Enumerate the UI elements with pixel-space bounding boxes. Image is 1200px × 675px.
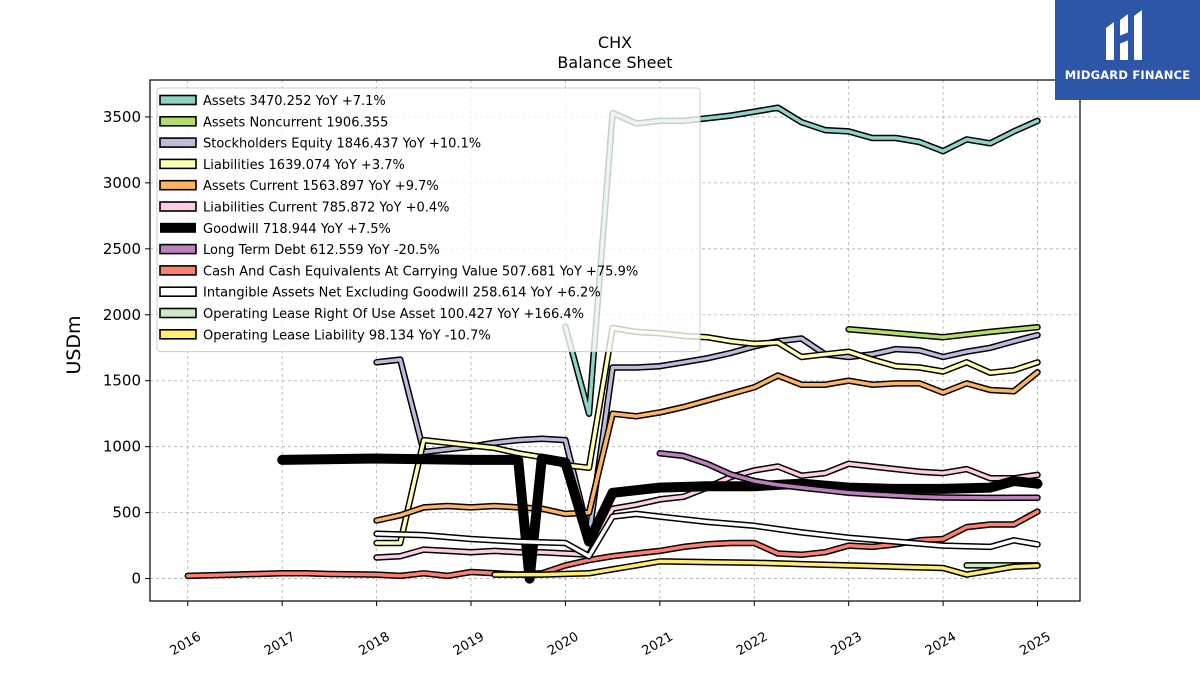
y-axis-label: USDm — [63, 315, 85, 374]
legend-label-liabilities: Liabilities 1639.074 YoY +3.7% — [203, 158, 405, 173]
brand-mark-icon — [1106, 10, 1142, 60]
legend-label-cash-and-cash-equivalents-at-carrying-value: Cash And Cash Equivalents At Carrying Va… — [203, 264, 638, 279]
legend-label-stockholders-equity: Stockholders Equity 1846.437 YoY +10.1% — [203, 137, 481, 152]
y-tick-label: 3500 — [103, 108, 141, 126]
legend-swatch-liabilities-current — [159, 201, 197, 212]
series-line-intangible-assets-net-excluding-goodwill — [374, 512, 1040, 558]
legend-swatch-operating-lease-right-of-use-asset — [159, 307, 197, 319]
legend-swatch-goodwill — [160, 222, 196, 233]
y-tick-label: 3000 — [103, 174, 141, 192]
legend-swatch-assets-current — [159, 179, 197, 191]
legend-swatch-assets — [159, 94, 197, 106]
series-line-long-term-debt — [658, 451, 1040, 500]
x-tick-label: 2020 — [545, 629, 581, 659]
x-tick-label: 2025 — [1017, 629, 1053, 659]
chart-subtitle: Balance Sheet — [557, 53, 672, 72]
legend-label-assets-current: Assets Current 1563.897 YoY +9.7% — [203, 179, 439, 194]
legend-label-operating-lease-liability: Operating Lease Liability 98.134 YoY -10… — [203, 328, 491, 343]
x-tick-label: 2017 — [262, 629, 298, 659]
legend-label-liabilities-current: Liabilities Current 785.872 YoY +0.4% — [203, 201, 450, 216]
brand-name: MIDGARD FINANCE — [1064, 68, 1191, 82]
x-tick-label: 2023 — [829, 629, 865, 659]
legend-swatch-stockholders-equity — [159, 137, 197, 148]
legend-label-assets: Assets 3470.252 YoY +7.1% — [203, 94, 386, 109]
legend-swatch-intangible-assets-net-excluding-goodwill — [159, 286, 197, 298]
series-line-operating-lease-liability — [492, 559, 1040, 577]
legend-swatch-operating-lease-liability — [159, 328, 197, 340]
y-tick-label: 0 — [131, 570, 141, 588]
series-line-liabilities — [374, 326, 1040, 545]
x-tick-label: 2021 — [640, 629, 676, 659]
legend-box — [156, 87, 701, 353]
legend-label-operating-lease-right-of-use-asset: Operating Lease Right Of Use Asset 100.4… — [203, 307, 584, 322]
brand-logo: MIDGARD FINANCE — [1055, 0, 1200, 100]
y-tick-label: 2500 — [103, 240, 141, 258]
legend: Assets 3470.252 YoY +7.1% Assets Noncurre… — [156, 87, 701, 353]
y-tick-label: 500 — [112, 504, 141, 522]
x-tick-label: 2022 — [734, 629, 770, 659]
y-tick-label: 2000 — [103, 306, 141, 324]
legend-label-assets-noncurrent: Assets Noncurrent 1906.355 — [203, 115, 388, 130]
x-tick-label: 2019 — [451, 629, 487, 659]
x-tick-label: 2024 — [923, 629, 959, 659]
legend-swatch-liabilities — [159, 158, 197, 170]
series-line-assets-noncurrent — [846, 325, 1040, 339]
series-line-assets-current — [374, 370, 1040, 523]
chart-title: CHX — [598, 33, 632, 52]
legend-label-long-term-debt: Long Term Debt 612.559 YoY -20.5% — [203, 243, 440, 258]
legend-label-goodwill: Goodwill 718.944 YoY +7.5% — [203, 222, 391, 237]
series-line-goodwill — [277, 453, 1043, 584]
legend-label-intangible-assets-net-excluding-goodwill: Intangible Assets Net Excluding Goodwill… — [203, 286, 601, 301]
y-tick-label: 1000 — [103, 438, 141, 456]
plot-frame — [149, 79, 1081, 602]
legend-swatch-cash-and-cash-equivalents-at-carrying-value — [159, 265, 197, 276]
y-tick-label: 1500 — [103, 372, 141, 390]
legend-swatch-long-term-debt — [159, 243, 197, 255]
x-tick-label: 2016 — [168, 629, 204, 659]
x-tick-label: 2018 — [356, 629, 392, 659]
legend-swatch-assets-noncurrent — [159, 116, 197, 127]
